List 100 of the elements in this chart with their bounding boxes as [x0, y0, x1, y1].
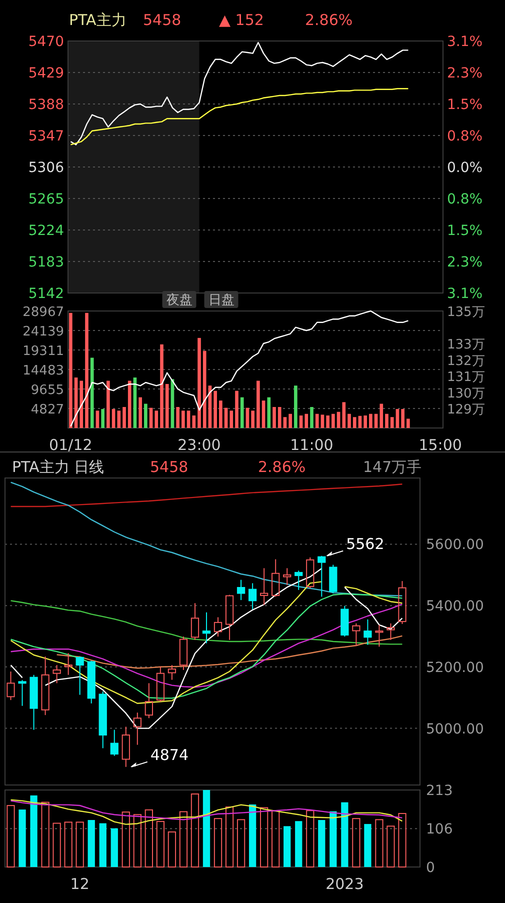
candlestick [364, 618, 372, 646]
y-tick-label: 24139 [22, 324, 64, 340]
line-series [70, 88, 409, 146]
bar [332, 414, 335, 428]
y-tick-label: 5600.00 [426, 537, 484, 554]
bar [128, 380, 132, 428]
bar [122, 812, 130, 868]
bar [219, 400, 222, 428]
bar [225, 806, 234, 868]
bar [76, 822, 84, 868]
bar [110, 828, 118, 867]
bar [352, 818, 360, 868]
candlestick [52, 664, 61, 684]
text: ▲ 152 [219, 11, 264, 29]
y-tick-label: 9655 [30, 383, 64, 398]
bar [390, 417, 394, 428]
bar [156, 820, 165, 868]
bar [262, 400, 266, 428]
bar [106, 380, 110, 428]
x-tick-label: 11:00 [290, 436, 334, 454]
x-tick-label: 15:00 [418, 436, 462, 454]
annotation: 日盘 [208, 293, 234, 308]
y2-tick-label: 135万 [447, 305, 485, 320]
y2-tick-label: 0.8% [447, 191, 483, 208]
candlestick [133, 712, 142, 746]
text: 2.86% [258, 458, 306, 476]
bar [398, 813, 406, 868]
y-tick-label: 14483 [22, 364, 64, 378]
bar [288, 414, 292, 428]
chart-title: PTA主力 [69, 11, 126, 29]
bar [406, 418, 410, 428]
y2-tick-label: 2.3% [447, 65, 483, 82]
candlestick [260, 568, 268, 606]
bar [154, 410, 158, 428]
candlestick [248, 582, 257, 610]
bar [248, 804, 256, 867]
line-series [56, 635, 403, 669]
bar [64, 822, 72, 868]
bar [304, 414, 308, 428]
bar [294, 386, 298, 428]
bar [6, 805, 15, 868]
bar [80, 380, 84, 428]
line-series [10, 800, 403, 820]
candlestick [202, 612, 211, 644]
y-tick-label: 213 [426, 783, 453, 799]
bar [144, 404, 148, 428]
y-tick-label: 5200.00 [426, 660, 484, 676]
bar [90, 358, 94, 428]
bar [192, 415, 196, 428]
y-tick-label: 28967 [22, 305, 64, 320]
y2-tick-label: 129万 [447, 402, 485, 418]
line-series [10, 484, 403, 508]
bar [149, 408, 153, 428]
x-tick-label: 12 [70, 875, 90, 893]
bar [99, 823, 106, 867]
bar [260, 807, 268, 868]
y2-tick-label: 1.5% [447, 223, 483, 240]
bar [318, 820, 326, 867]
bar [176, 406, 180, 428]
text: 5458 [150, 458, 188, 476]
bar [160, 344, 164, 428]
text: 2.86% [305, 11, 353, 29]
bar [364, 415, 367, 428]
bar [251, 410, 254, 428]
bar [230, 410, 234, 428]
bar [320, 414, 324, 428]
y-tick-label: 5429 [28, 66, 64, 82]
bar [214, 390, 217, 428]
line-series [10, 600, 403, 645]
bar [30, 795, 38, 867]
bar [267, 397, 271, 428]
y2-tick-label: 3.1% [447, 34, 483, 50]
bar [295, 821, 302, 867]
bar [41, 802, 50, 868]
bar [202, 350, 206, 428]
bar [369, 414, 372, 428]
bar [165, 384, 169, 428]
bar [168, 831, 176, 868]
bar [396, 409, 400, 428]
y-tick-label: 5388 [28, 97, 64, 113]
bar [101, 409, 104, 428]
y2-tick-label: 133万 [447, 338, 485, 352]
y-tick-label: 5470 [28, 34, 64, 50]
y2-tick-label: 1.5% [447, 96, 483, 113]
bar [144, 809, 153, 868]
line-series [10, 799, 403, 825]
bar [352, 417, 356, 428]
bar [235, 390, 238, 428]
y-tick-label: 19311 [22, 344, 64, 359]
y-tick-label: 0 [426, 860, 435, 876]
bar [88, 820, 95, 867]
bar [315, 414, 319, 428]
bar [186, 410, 190, 428]
bar [112, 409, 116, 428]
bar [310, 406, 314, 428]
bar [348, 414, 351, 428]
y-tick-label: 5306 [28, 160, 64, 176]
bar [386, 826, 395, 868]
y2-tick-label: 3.1% [447, 286, 483, 302]
y-tick-label: 106 [426, 822, 453, 838]
